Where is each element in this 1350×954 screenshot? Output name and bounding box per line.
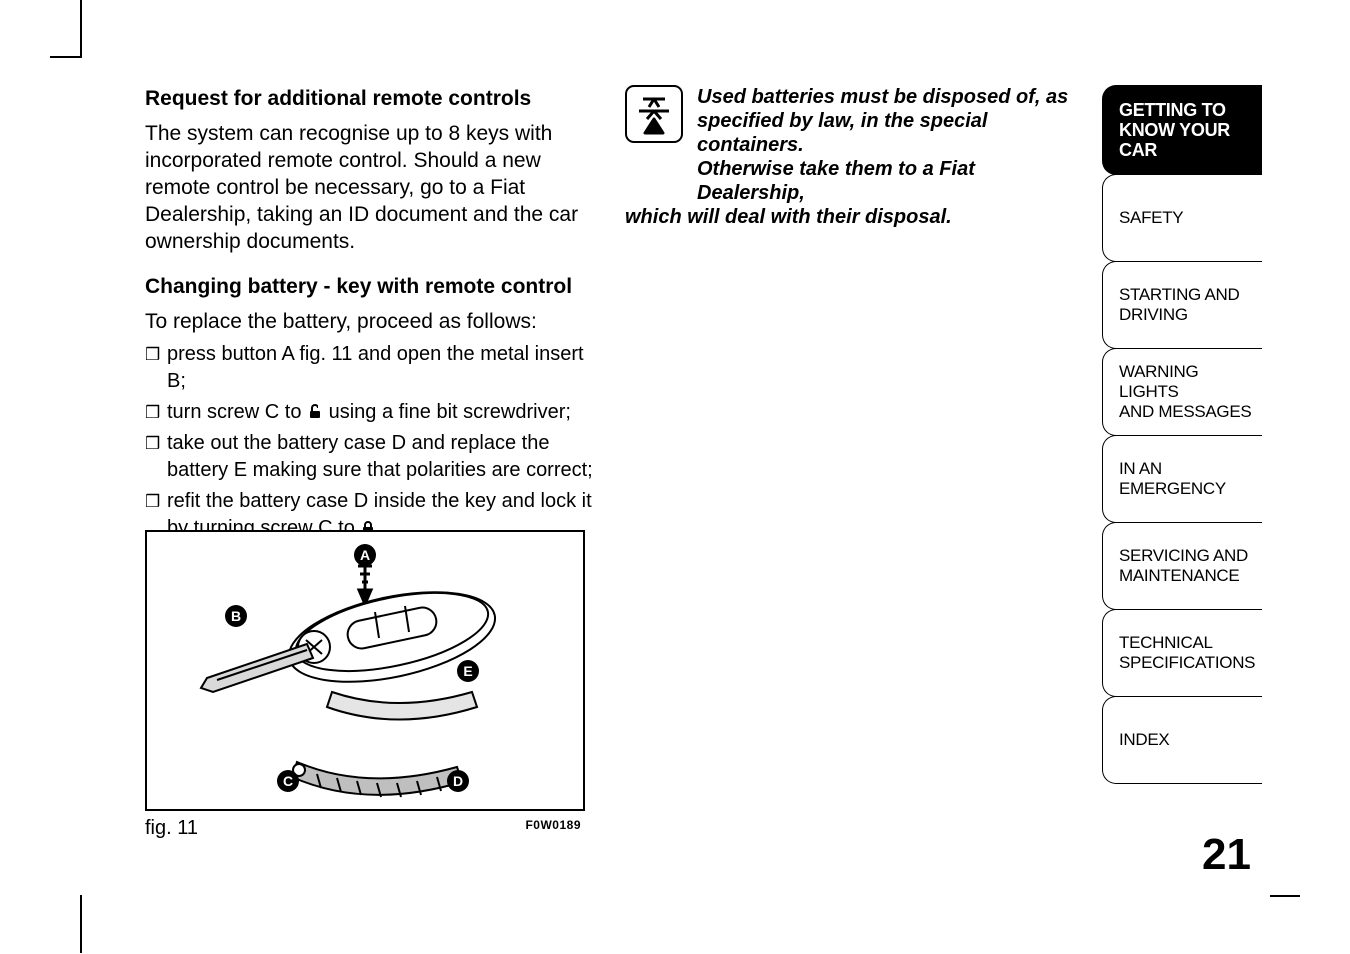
nav-tab-label: SERVICING ANDMAINTENANCE (1119, 546, 1262, 586)
nav-tab-label: SAFETY (1119, 208, 1262, 228)
nav-tab-technical[interactable]: TECHNICALSPECIFICATIONS (1102, 609, 1262, 697)
nav-tab-safety[interactable]: SAFETY (1102, 174, 1262, 262)
para-change-battery-intro: To replace the battery, proceed as follo… (145, 308, 605, 335)
page-content: Request for additional remote controls T… (145, 85, 1265, 880)
left-column: Request for additional remote controls T… (145, 85, 605, 546)
crop-mark (80, 895, 82, 953)
nav-tab-label: INDEX (1119, 730, 1262, 750)
warning-line: Used batteries must be disposed of, as (697, 85, 1085, 109)
crop-mark (80, 0, 82, 58)
nav-tab-label: STARTING ANDDRIVING (1119, 285, 1262, 325)
steps-list: press button A fig. 11 and open the meta… (145, 341, 605, 542)
step-item-text: using a fine bit screwdriver; (329, 401, 571, 423)
figure-label-b: B (225, 605, 247, 627)
warning-line: which will deal with their disposal. (625, 206, 952, 228)
warning-text: Used batteries must be disposed of, as s… (625, 85, 1085, 229)
figure-box: A B C D E (145, 530, 585, 811)
nav-tab-label: IN AN EMERGENCY (1119, 459, 1262, 499)
heading-additional-remotes: Request for additional remote controls (145, 85, 605, 112)
warning-line: Otherwise take them to a Fiat Dealership… (697, 157, 1085, 205)
nav-tab-servicing[interactable]: SERVICING ANDMAINTENANCE (1102, 522, 1262, 610)
warning-line: specified by law, in the special contain… (697, 109, 1085, 157)
recycling-warning-icon (625, 85, 683, 143)
nav-tab-getting-to-know[interactable]: GETTING TOKNOW YOUR CAR (1102, 85, 1262, 175)
step-item: take out the battery case D and replace … (145, 430, 605, 484)
nav-tab-index[interactable]: INDEX (1102, 696, 1262, 784)
nav-tab-starting-driving[interactable]: STARTING ANDDRIVING (1102, 261, 1262, 349)
heading-change-battery: Changing battery - key with remote contr… (145, 273, 605, 300)
unlock-icon (307, 401, 323, 417)
figure-label-e: E (457, 660, 479, 682)
step-item: press button A fig. 11 and open the meta… (145, 341, 605, 395)
crop-mark (1270, 895, 1300, 897)
figure-code: F0W0189 (525, 818, 581, 832)
figure-label-d: D (447, 770, 469, 792)
nav-tab-label: WARNING LIGHTSAND MESSAGES (1119, 362, 1262, 422)
crop-mark (50, 56, 80, 58)
para-additional-remotes: The system can recognise up to 8 keys wi… (145, 120, 605, 255)
key-fob-illustration (147, 532, 587, 813)
nav-tab-warning-lights[interactable]: WARNING LIGHTSAND MESSAGES (1102, 348, 1262, 436)
figure-11: A B C D E fig. 11 F0W0189 (145, 530, 585, 840)
nav-tab-emergency[interactable]: IN AN EMERGENCY (1102, 435, 1262, 523)
figure-label-c: C (277, 770, 299, 792)
nav-tab-label: GETTING TOKNOW YOUR CAR (1119, 100, 1262, 160)
step-item-text: turn screw C to (167, 401, 307, 423)
figure-label-a: A (354, 544, 376, 566)
step-item: turn screw C to using a fine bit screwdr… (145, 399, 605, 426)
figure-caption: fig. 11 (145, 817, 585, 840)
nav-tab-label: TECHNICALSPECIFICATIONS (1119, 633, 1262, 673)
page-number: 21 (1202, 830, 1251, 880)
right-column: Used batteries must be disposed of, as s… (625, 85, 1085, 229)
section-nav: GETTING TOKNOW YOUR CAR SAFETY STARTING … (1102, 85, 1262, 784)
